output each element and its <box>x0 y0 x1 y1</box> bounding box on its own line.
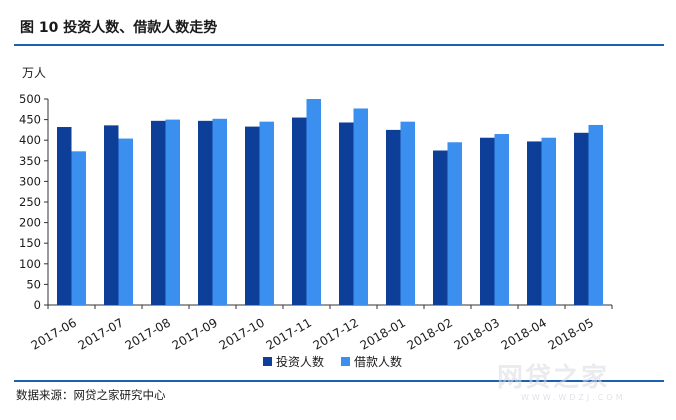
chart-title: 图 10 投资人数、借款人数走势 <box>20 20 218 36</box>
bar-chart: 万人0501001502002503003504004505002017-062… <box>19 66 613 369</box>
borrowers-bar-2017-08 <box>165 119 180 305</box>
chart-bars <box>57 99 603 306</box>
investors-bar-2018-04 <box>527 141 542 305</box>
investors-bar-2017-11 <box>292 117 307 305</box>
y-tick-label: 400 <box>19 133 41 147</box>
borrowers-bar-2018-01 <box>400 121 415 305</box>
y-tick-label: 0 <box>34 298 41 312</box>
x-tick-label: 2018-01 <box>358 315 408 352</box>
investors-bar-2017-09 <box>198 120 213 305</box>
y-axis-unit-label: 万人 <box>22 66 46 80</box>
borrowers-bar-2018-02 <box>447 142 462 305</box>
y-tick-label: 100 <box>19 257 41 271</box>
data-source-note: 数据来源：网贷之家研究中心 <box>16 388 166 402</box>
x-tick-label: 2017-08 <box>123 315 173 352</box>
y-tick-label: 200 <box>19 216 41 230</box>
x-tick-label: 2017-12 <box>311 315 361 352</box>
y-tick-label: 350 <box>19 154 41 168</box>
borrowers-bar-2018-04 <box>541 137 556 305</box>
borrowers-bar-2017-09 <box>212 118 227 305</box>
footer-divider <box>14 380 664 382</box>
investors-bar-2017-10 <box>245 126 260 305</box>
watermark-url: WWW.WDZJ.COM <box>521 393 626 402</box>
borrowers-bar-2017-12 <box>353 108 368 305</box>
borrowers-bar-2017-10 <box>259 121 274 305</box>
y-tick-label: 50 <box>26 277 41 291</box>
legend-swatch-borrowers <box>341 357 350 366</box>
borrowers-bar-2017-07 <box>118 138 133 305</box>
investors-bar-2018-03 <box>480 137 495 305</box>
x-tick-label: 2018-02 <box>405 315 455 352</box>
investors-bar-2017-06 <box>57 127 72 306</box>
investors-bar-2017-08 <box>151 120 166 305</box>
title-divider <box>14 44 664 46</box>
x-tick-label: 2017-06 <box>29 315 79 352</box>
y-tick-label: 500 <box>19 92 41 106</box>
x-tick-label: 2017-10 <box>217 315 267 352</box>
watermark-text: 网贷之家 <box>497 363 610 393</box>
investors-bar-2018-01 <box>386 129 401 305</box>
x-tick-label: 2018-05 <box>546 315 596 352</box>
legend-swatch-investors <box>263 357 272 366</box>
x-tick-label: 2017-09 <box>170 315 220 352</box>
investors-bar-2018-02 <box>433 150 448 305</box>
chart-legend: 投资人数 借款人数 <box>263 354 402 369</box>
borrowers-bar-2017-06 <box>71 151 86 305</box>
borrowers-bar-2017-11 <box>306 99 321 305</box>
y-tick-label: 150 <box>19 236 41 250</box>
x-tick-label: 2017-11 <box>264 315 314 352</box>
y-tick-label: 450 <box>19 113 41 127</box>
legend-label-borrowers: 借款人数 <box>354 354 402 369</box>
x-tick-label: 2018-04 <box>499 315 549 352</box>
y-tick-label: 250 <box>19 195 41 209</box>
borrowers-bar-2018-03 <box>494 134 509 305</box>
borrowers-bar-2018-05 <box>588 124 603 306</box>
investors-bar-2017-07 <box>104 125 119 305</box>
watermark-logo: 网贷之家 WWW.WDZJ.COM <box>497 357 657 409</box>
investors-bar-2018-05 <box>574 132 589 305</box>
x-tick-label: 2018-03 <box>452 315 502 352</box>
y-tick-label: 300 <box>19 174 41 188</box>
investors-bar-2017-12 <box>339 122 354 305</box>
legend-label-investors: 投资人数 <box>276 354 324 369</box>
x-tick-label: 2017-07 <box>76 315 126 352</box>
